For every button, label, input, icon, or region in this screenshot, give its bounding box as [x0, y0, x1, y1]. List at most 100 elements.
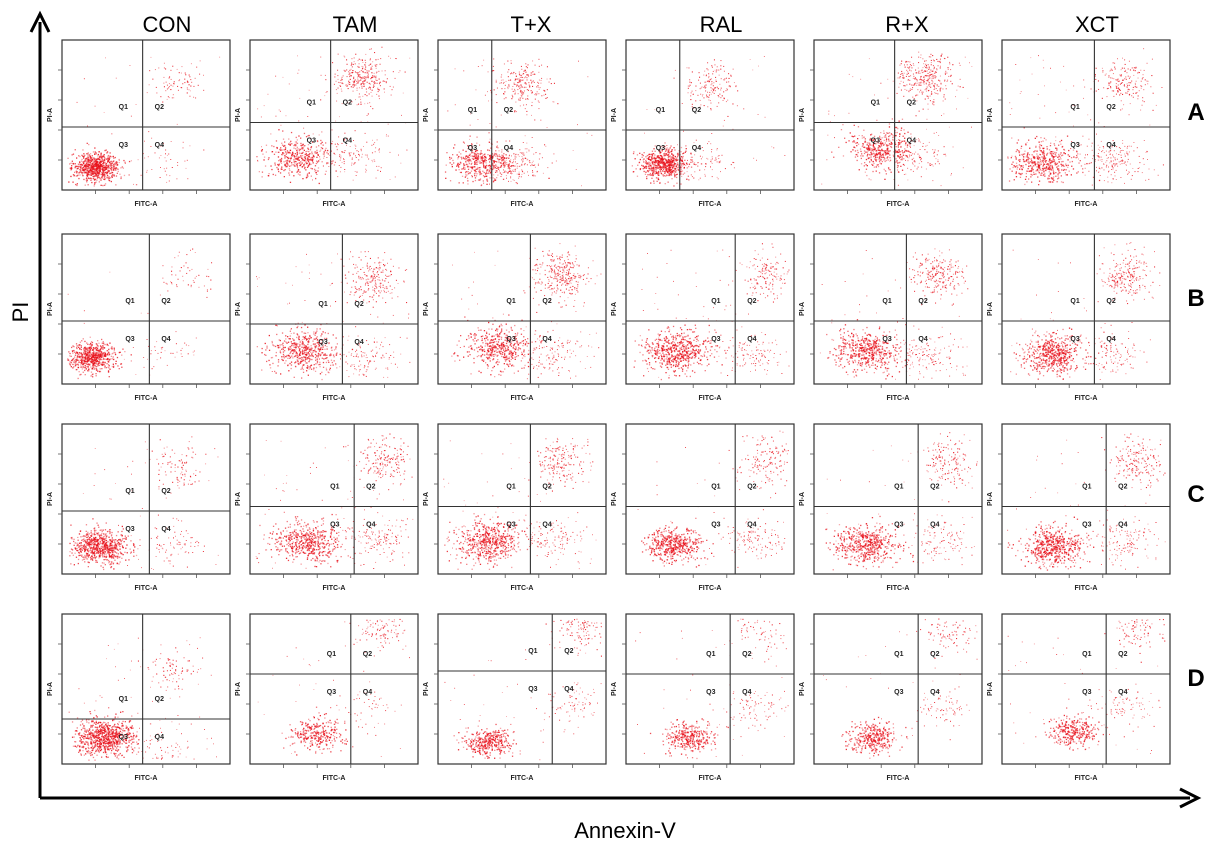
quadrant-label-q1: Q1: [706, 651, 715, 658]
quadrant-label-q4: Q4: [363, 689, 372, 696]
quadrant-label-q2: Q2: [1106, 104, 1115, 111]
panel-A-TAM: Q1 Q2 Q3 Q4 FITC-A PI-A: [235, 39, 419, 208]
panel-xlabel: FITC-A: [699, 585, 722, 592]
panel-ylabel: PI-A: [611, 108, 618, 122]
panel-frame: [813, 39, 983, 191]
panel-points: [637, 430, 789, 568]
quadrant-label-q4: Q4: [1118, 522, 1127, 529]
quadrant-label-q4: Q4: [354, 339, 363, 346]
panel-ylabel: PI-A: [799, 682, 806, 696]
quadrant-label-q2: Q2: [930, 484, 939, 491]
quadrant-label-q2: Q2: [930, 651, 939, 658]
panel-ylabel: PI-A: [235, 492, 242, 506]
panel-points: [819, 248, 969, 380]
quadrant-label-q3: Q3: [894, 522, 903, 529]
quadrant-label-q1: Q1: [894, 484, 903, 491]
panel-C-R+X: Q1 Q2 Q3 Q4 FITC-A PI-A: [799, 423, 983, 592]
panel-frame: [61, 39, 231, 191]
quadrant-label-q1: Q1: [125, 298, 134, 305]
panel-points: [256, 46, 411, 185]
panel-A-XCT: Q1 Q2 Q3 Q4 FITC-A PI-A: [987, 39, 1171, 208]
column-label-0: CON: [143, 12, 192, 37]
panel-xlabel: FITC-A: [135, 775, 158, 782]
quadrant-label-q3: Q3: [1082, 689, 1091, 696]
quadrant-label-q3: Q3: [656, 145, 665, 152]
panel-frame: [813, 423, 983, 575]
panel-ylabel: PI-A: [987, 492, 994, 506]
quadrant-label-q3: Q3: [318, 339, 327, 346]
quadrant-label-q2: Q2: [363, 651, 372, 658]
quadrant-label-q1: Q1: [894, 651, 903, 658]
panel-ylabel: PI-A: [799, 302, 806, 316]
quadrant-label-q4: Q4: [918, 336, 927, 343]
panel-points: [443, 437, 597, 570]
quadrant-label-q1: Q1: [327, 651, 336, 658]
quadrant-label-q3: Q3: [706, 689, 715, 696]
panel-frame: [249, 39, 419, 191]
quadrant-label-q3: Q3: [871, 138, 880, 145]
quadrant-label-q1: Q1: [1070, 104, 1079, 111]
quadrant-label-q1: Q1: [1070, 298, 1079, 305]
quadrant-label-q2: Q2: [161, 488, 170, 495]
panel-C-RAL: Q1 Q2 Q3 Q4 FITC-A PI-A: [611, 423, 795, 592]
quadrant-label-q4: Q4: [907, 138, 916, 145]
quadrant-label-q3: Q3: [125, 526, 134, 533]
panel-B-T+X: Q1 Q2 Q3 Q4 FITC-A PI-A: [423, 233, 607, 402]
quadrant-label-q1: Q1: [125, 488, 134, 495]
column-label-2: T+X: [511, 12, 552, 37]
panel-frame: [813, 233, 983, 385]
x-axis-arrow: [1179, 787, 1202, 809]
quadrant-label-q1: Q1: [1082, 484, 1091, 491]
quadrant-label-q1: Q1: [506, 298, 515, 305]
panel-ylabel: PI-A: [47, 682, 54, 696]
quadrant-label-q1: Q1: [307, 100, 316, 107]
panel-points: [69, 436, 219, 571]
quadrant-label-q2: Q2: [564, 648, 573, 655]
panel-ylabel: PI-A: [423, 492, 430, 506]
quadrant-label-q4: Q4: [542, 522, 551, 529]
panel-ylabel: PI-A: [799, 492, 806, 506]
panel-xlabel: FITC-A: [511, 585, 534, 592]
panel-xlabel: FITC-A: [699, 201, 722, 208]
quadrant-label-q2: Q2: [161, 298, 170, 305]
panel-frame: [1001, 613, 1171, 765]
quadrant-label-q1: Q1: [871, 100, 880, 107]
quadrant-label-q4: Q4: [155, 734, 164, 741]
panel-xlabel: FITC-A: [1075, 775, 1098, 782]
panel-grid: Q1 Q2 Q3 Q4 FITC-A PI-A Q1 Q2 Q3 Q4 FITC-A PI-A Q1 Q2…: [47, 39, 1171, 782]
panel-ylabel: PI-A: [47, 492, 54, 506]
panel-xlabel: FITC-A: [1075, 395, 1098, 402]
panel-points: [68, 637, 217, 761]
panel-ylabel: PI-A: [235, 108, 242, 122]
panel-points: [255, 433, 414, 569]
quadrant-label-q3: Q3: [506, 336, 515, 343]
quadrant-label-q2: Q2: [542, 298, 551, 305]
panel-ylabel: PI-A: [423, 302, 430, 316]
quadrant-label-q3: Q3: [711, 336, 720, 343]
quadrant-label-q1: Q1: [506, 484, 515, 491]
panel-ylabel: PI-A: [423, 682, 430, 696]
quadrant-label-q4: Q4: [161, 526, 170, 533]
quadrant-label-q2: Q2: [1106, 298, 1115, 305]
row-label-B: B: [1187, 285, 1204, 312]
panel-ylabel: PI-A: [611, 682, 618, 696]
quadrant-label-q2: Q2: [918, 298, 927, 305]
panel-points: [1007, 48, 1164, 186]
panel-points: [256, 251, 411, 381]
panel-points: [451, 243, 602, 380]
quadrant-label-q2: Q2: [692, 107, 701, 114]
row-label-C: C: [1187, 481, 1204, 508]
quadrant-label-q2: Q2: [366, 484, 375, 491]
quadrant-label-q3: Q3: [894, 689, 903, 696]
quadrant-label-q1: Q1: [119, 696, 128, 703]
panel-ylabel: PI-A: [235, 302, 242, 316]
quadrant-label-q4: Q4: [564, 686, 573, 693]
quadrant-label-q3: Q3: [125, 336, 134, 343]
quadrant-label-q4: Q4: [343, 138, 352, 145]
panel-ylabel: PI-A: [987, 302, 994, 316]
panel-xlabel: FITC-A: [887, 775, 910, 782]
panel-D-XCT: Q1 Q2 Q3 Q4 FITC-A PI-A: [987, 613, 1171, 782]
panel-ylabel: PI-A: [987, 108, 994, 122]
quadrant-label-q3: Q3: [307, 138, 316, 145]
